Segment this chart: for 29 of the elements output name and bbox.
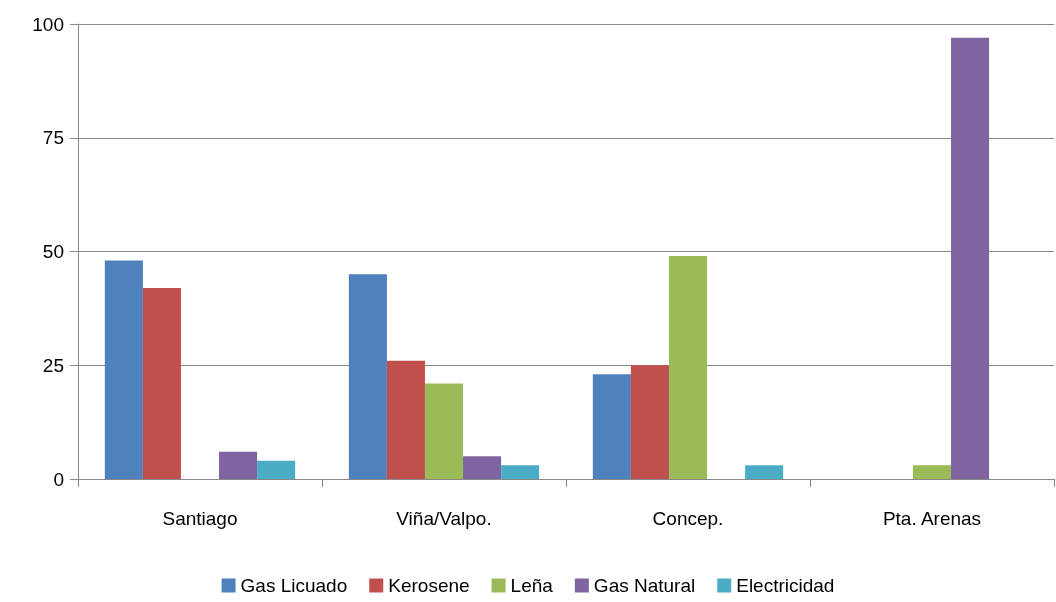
x-tick-label: Santiago bbox=[162, 508, 238, 529]
bar bbox=[219, 451, 258, 479]
bar bbox=[951, 37, 990, 479]
legend-label: Gas Licuado bbox=[240, 575, 348, 596]
bar bbox=[630, 365, 669, 479]
bar bbox=[424, 383, 464, 479]
bar bbox=[142, 287, 181, 479]
y-tick-label: 100 bbox=[32, 13, 64, 35]
legend-label: Electricidad bbox=[736, 575, 835, 596]
y-tick-label: 75 bbox=[42, 127, 64, 149]
y-tick-label: 50 bbox=[42, 241, 64, 262]
bar bbox=[104, 260, 143, 479]
bar bbox=[386, 360, 425, 479]
bar bbox=[501, 465, 540, 479]
bar bbox=[745, 465, 784, 479]
bar bbox=[912, 465, 952, 479]
bar bbox=[668, 256, 708, 479]
y-tick-label: 0 bbox=[53, 468, 64, 490]
bar bbox=[463, 456, 502, 479]
x-tick-label: Pta. Arenas bbox=[882, 508, 982, 529]
legend-label: Kerosene bbox=[388, 575, 470, 596]
legend-label: Leña bbox=[510, 575, 554, 596]
y-tick-label: 25 bbox=[42, 354, 64, 376]
x-tick-label: Concep. bbox=[652, 508, 724, 529]
bar bbox=[348, 274, 387, 479]
bar bbox=[592, 374, 631, 479]
legend-label: Gas Natural bbox=[593, 575, 696, 596]
bar bbox=[257, 460, 296, 479]
x-tick-label: Viña/Valpo. bbox=[396, 508, 492, 529]
